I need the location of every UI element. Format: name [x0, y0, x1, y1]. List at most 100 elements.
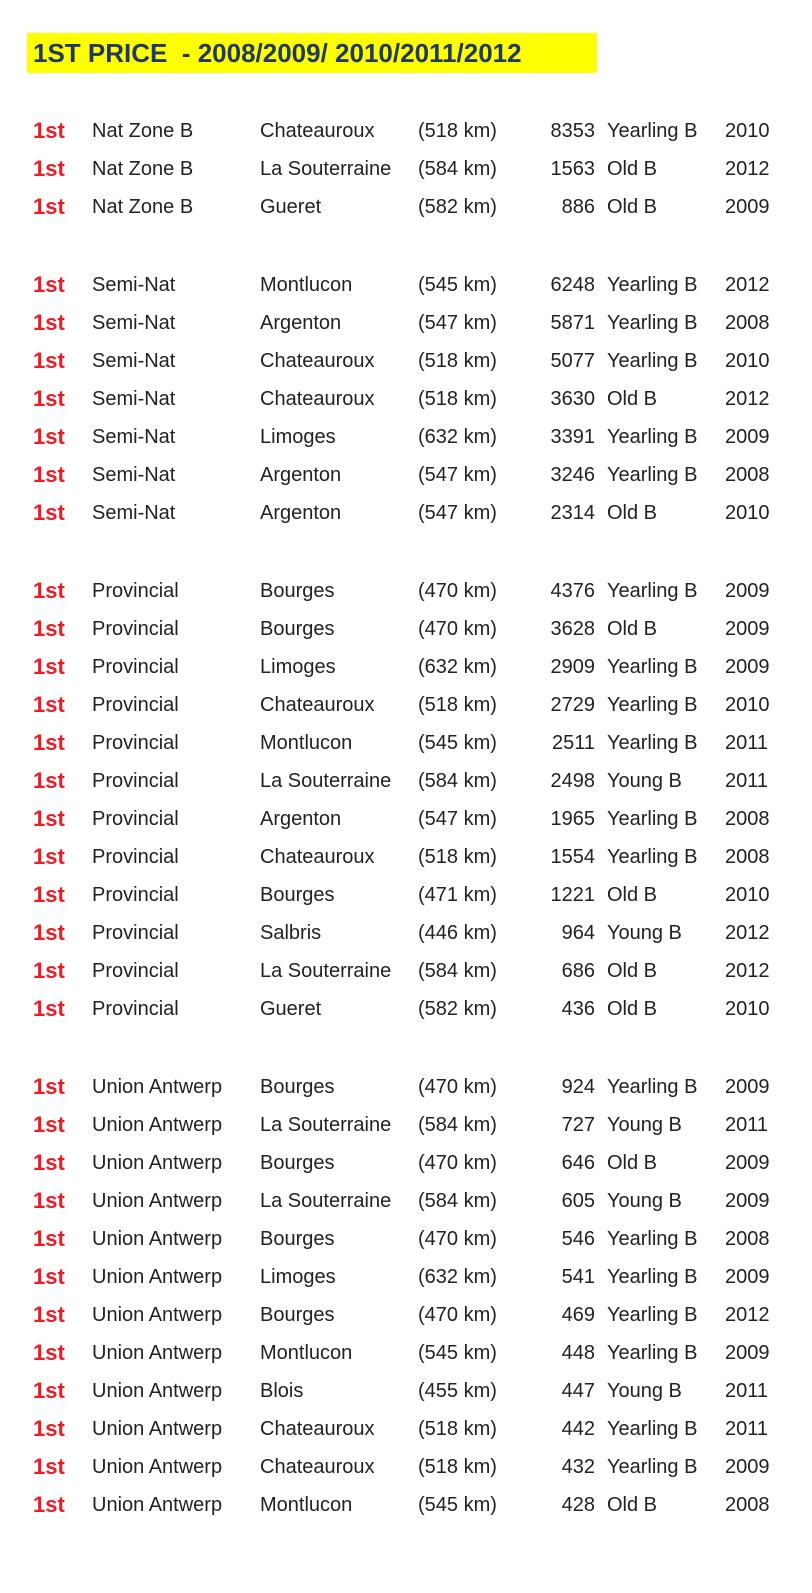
bird-class-cell: Yearling B: [607, 845, 698, 868]
distance-cell: (471 km): [418, 883, 497, 906]
category-cell: Union Antwerp: [92, 1493, 223, 1516]
rank-cell: 1st: [33, 1340, 65, 1365]
category-cell: Provincial: [92, 655, 179, 678]
table-row: 1st Provincial Bourges (470 km) 3628 Old…: [0, 610, 812, 648]
count-cell: 1554: [550, 845, 596, 868]
table-row: 1st Provincial La Souterraine (584 km) 2…: [0, 762, 812, 800]
location-cell: Bourges: [260, 1151, 335, 1174]
table-row: 1st Provincial Gueret (582 km) 436 Old B…: [0, 990, 812, 1028]
bird-class-cell: Old B: [607, 617, 658, 640]
rank-cell: 1st: [33, 310, 65, 335]
count-cell: 3246: [550, 463, 596, 486]
rank-cell: 1st: [33, 806, 65, 831]
table-row: 1st Union Antwerp Bourges (470 km) 469 Y…: [0, 1296, 812, 1334]
location-cell: Chateauroux: [260, 349, 375, 372]
location-cell: Chateauroux: [260, 693, 375, 716]
table-row: 1st Semi-Nat Limoges (632 km) 3391 Yearl…: [0, 418, 812, 456]
rank-cell: 1st: [33, 194, 65, 219]
bird-class-cell: Yearling B: [607, 579, 698, 602]
location-cell: Bourges: [260, 1075, 335, 1098]
distance-cell: (545 km): [418, 273, 497, 296]
count-cell: 1221: [550, 883, 596, 906]
rank-cell: 1st: [33, 768, 65, 793]
table-row: 1st Provincial La Souterraine (584 km) 6…: [0, 952, 812, 990]
distance-cell: (470 km): [418, 1227, 497, 1250]
location-cell: Gueret: [260, 997, 322, 1020]
bird-class-cell: Young B: [607, 1189, 682, 1212]
category-cell: Provincial: [92, 769, 179, 792]
rank-cell: 1st: [33, 1378, 65, 1403]
distance-cell: (547 km): [418, 311, 497, 334]
category-cell: Union Antwerp: [92, 1189, 223, 1212]
location-cell: Argenton: [260, 463, 342, 486]
bird-class-cell: Yearling B: [607, 807, 698, 830]
bird-class-cell: Old B: [607, 997, 658, 1020]
bird-class-cell: Young B: [607, 1379, 682, 1402]
count-cell: 605: [561, 1189, 595, 1212]
category-cell: Semi-Nat: [92, 311, 176, 334]
bird-class-cell: Old B: [607, 157, 658, 180]
distance-cell: (547 km): [418, 463, 497, 486]
bird-class-cell: Yearling B: [607, 311, 698, 334]
bird-class-cell: Yearling B: [607, 1303, 698, 1326]
year-cell: 2010: [725, 119, 770, 142]
year-cell: 2009: [725, 1455, 770, 1478]
year-cell: 2011: [725, 1379, 769, 1402]
year-cell: 2012: [725, 157, 770, 180]
rank-cell: 1st: [33, 272, 65, 297]
year-cell: 2011: [725, 769, 769, 792]
year-cell: 2010: [725, 883, 770, 906]
category-cell: Provincial: [92, 997, 179, 1020]
table-row: 1st Nat Zone B Chateauroux (518 km) 8353…: [0, 112, 812, 150]
rank-cell: 1st: [33, 882, 65, 907]
bird-class-cell: Old B: [607, 1151, 658, 1174]
rank-cell: 1st: [33, 996, 65, 1021]
rank-cell: 1st: [33, 1188, 65, 1213]
table-row: 1st Union Antwerp Bourges (470 km) 546 Y…: [0, 1220, 812, 1258]
year-cell: 2012: [725, 959, 770, 982]
location-cell: Chateauroux: [260, 387, 375, 410]
category-cell: Union Antwerp: [92, 1341, 223, 1364]
year-cell: 2012: [725, 921, 770, 944]
location-cell: Bourges: [260, 883, 335, 906]
location-cell: Bourges: [260, 579, 335, 602]
category-cell: Semi-Nat: [92, 501, 176, 524]
table-row: 1st Union Antwerp Limoges (632 km) 541 Y…: [0, 1258, 812, 1296]
category-cell: Provincial: [92, 807, 179, 830]
category-cell: Provincial: [92, 883, 179, 906]
category-cell: Union Antwerp: [92, 1379, 223, 1402]
distance-cell: (518 km): [418, 693, 497, 716]
location-cell: Montlucon: [260, 273, 353, 296]
rank-cell: 1st: [33, 958, 65, 983]
year-cell: 2010: [725, 349, 770, 372]
category-cell: Union Antwerp: [92, 1151, 223, 1174]
table-section: 1st Provincial Bourges (470 km) 4376 Yea…: [0, 572, 812, 1028]
table-row: 1st Union Antwerp Bourges (470 km) 924 Y…: [0, 1068, 812, 1106]
location-cell: Chateauroux: [260, 1455, 375, 1478]
category-cell: Union Antwerp: [92, 1113, 223, 1136]
rank-cell: 1st: [33, 844, 65, 869]
bird-class-cell: Young B: [607, 921, 682, 944]
distance-cell: (582 km): [418, 997, 497, 1020]
table-section: 1st Nat Zone B Chateauroux (518 km) 8353…: [0, 112, 812, 226]
rank-cell: 1st: [33, 156, 65, 181]
count-cell: 3628: [550, 617, 596, 640]
count-cell: 924: [561, 1075, 595, 1098]
distance-cell: (545 km): [418, 1493, 497, 1516]
results-table: 1st Nat Zone B Chateauroux (518 km) 8353…: [0, 112, 812, 1524]
location-cell: Montlucon: [260, 731, 353, 754]
table-row: 1st Semi-Nat Argenton (547 km) 5871 Year…: [0, 304, 812, 342]
table-row: 1st Semi-Nat Argenton (547 km) 2314 Old …: [0, 494, 812, 532]
category-cell: Union Antwerp: [92, 1455, 223, 1478]
rank-cell: 1st: [33, 1150, 65, 1175]
location-cell: Chateauroux: [260, 845, 375, 868]
location-cell: Argenton: [260, 501, 342, 524]
count-cell: 964: [561, 921, 595, 944]
count-cell: 2511: [551, 731, 595, 754]
location-cell: Gueret: [260, 195, 322, 218]
location-cell: Limoges: [260, 1265, 336, 1288]
count-cell: 4376: [550, 579, 596, 602]
year-cell: 2011: [725, 1113, 769, 1136]
table-row: 1st Provincial Limoges (632 km) 2909 Yea…: [0, 648, 812, 686]
